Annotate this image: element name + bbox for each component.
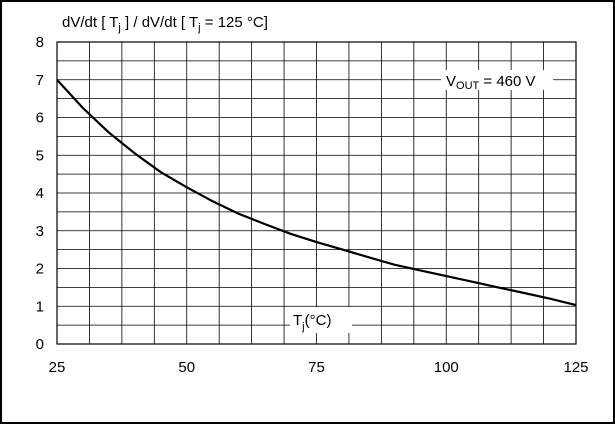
x-tick-label: 100 (434, 359, 459, 376)
x-tick-label: 25 (49, 359, 66, 376)
y-tick-label: 6 (36, 110, 44, 127)
y-tick-label: 4 (36, 185, 44, 202)
vout-annotation: VOUT = 460 V (446, 73, 536, 92)
y-tick-label: 1 (36, 298, 44, 315)
y-tick-label: 5 (36, 147, 44, 164)
y-tick-label: 0 (36, 336, 44, 353)
y-tick-label: 7 (36, 72, 44, 89)
y-tick-label: 3 (36, 223, 44, 240)
x-tick-label: 75 (308, 359, 325, 376)
chart-title: dV/dt [ Tj ] / dV/dt [ Tj = 125 °C] (62, 14, 268, 34)
y-tick-labels: 0 1 2 3 4 5 6 7 8 (36, 34, 44, 353)
y-tick-label: 2 (36, 261, 44, 278)
plot-border (56, 41, 577, 345)
x-tick-label: 50 (178, 359, 195, 376)
annotation-background (441, 70, 553, 90)
x-axis-label: Tj(°C) (293, 312, 331, 333)
series-line (56, 79, 577, 307)
y-tick-label: 8 (36, 34, 44, 51)
x-axis-label-background (290, 307, 352, 333)
x-tick-label: 125 (563, 359, 588, 376)
x-tick-labels: 25 50 75 100 125 (49, 359, 589, 376)
